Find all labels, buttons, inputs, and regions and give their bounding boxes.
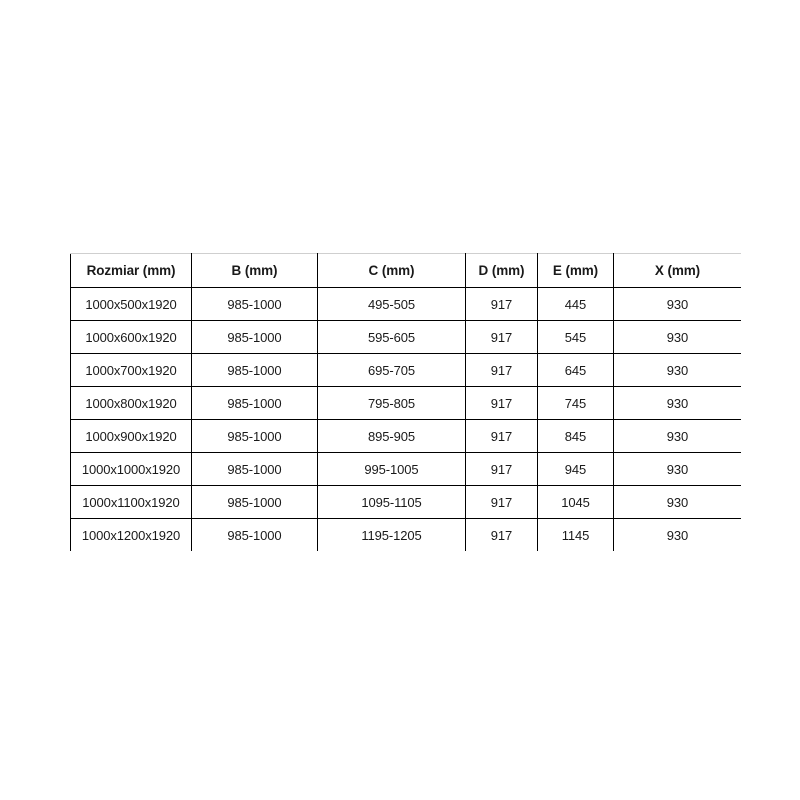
- cell-x: 930: [613, 287, 741, 321]
- cell-d: 917: [465, 518, 538, 551]
- cell-e: 645: [537, 353, 614, 387]
- table-row: 1000x800x1920 985-1000 795-805 917 745 930: [70, 386, 741, 420]
- cell-x: 930: [666, 527, 689, 543]
- cell-size: 1000x800x1920: [70, 386, 192, 420]
- cell-c: 495-505: [317, 287, 466, 321]
- cell-c: 695-705: [317, 353, 466, 387]
- cell-e: 1145: [537, 518, 614, 551]
- cell-e: 1045: [537, 485, 614, 519]
- column-header-e: E (mm): [537, 253, 614, 288]
- cell-d: 917: [465, 353, 538, 387]
- cell-b: 985-1000: [191, 518, 318, 551]
- cell-size: 1000x1200x1920: [70, 518, 192, 551]
- cell-c: 595-605: [317, 320, 466, 354]
- cell-size: 1000x500x1920: [70, 287, 192, 321]
- cell-b: 985-1000: [191, 320, 318, 354]
- cell-c: 995-1005: [317, 452, 466, 486]
- cell-x: 930: [613, 485, 741, 519]
- table-header-row: Rozmiar (mm) B (mm) C (mm) D (mm) E (mm)…: [70, 253, 741, 288]
- column-header-x: X (mm): [613, 253, 741, 288]
- cell-c: 1195-1205: [317, 518, 466, 551]
- cell-b: 985-1000: [191, 353, 318, 387]
- cell-b: 985-1000: [191, 419, 318, 453]
- cell-d: 917: [465, 485, 538, 519]
- cell-b: 985-1000: [191, 452, 318, 486]
- cell-x: 930: [613, 353, 741, 387]
- cell-d: 917: [465, 419, 538, 453]
- cell-c: 1095-1105: [317, 485, 466, 519]
- cell-size: 1000x1000x1920: [70, 452, 192, 486]
- dimensions-table: Rozmiar (mm) B (mm) C (mm) D (mm) E (mm)…: [70, 253, 741, 551]
- dimensions-table-container: Rozmiar (mm) B (mm) C (mm) D (mm) E (mm)…: [70, 253, 742, 551]
- cell-size: 1000x1100x1920: [70, 485, 192, 519]
- table-row: 1000x900x1920 985-1000 895-905 917 845 930: [70, 419, 741, 453]
- column-header-size: Rozmiar (mm): [70, 253, 192, 288]
- cell-c: 795-805: [317, 386, 466, 420]
- table-row: 1000x700x1920 985-1000 695-705 917 645 930: [70, 353, 741, 387]
- table-header: Rozmiar (mm) B (mm) C (mm) D (mm) E (mm)…: [70, 253, 741, 288]
- cell-e: 745: [537, 386, 614, 420]
- cell-e: 945: [537, 452, 614, 486]
- cell-b: 985-1000: [191, 287, 318, 321]
- cell-e: 845: [537, 419, 614, 453]
- cell-size: 1000x600x1920: [70, 320, 192, 354]
- cell-size: 1000x700x1920: [70, 353, 192, 387]
- table-row: 1000x1200x1920 985-1000 1195-1205 917 1145 93…: [70, 518, 742, 551]
- cell-c: 895-905: [317, 419, 466, 453]
- cell-d: 917: [465, 452, 538, 486]
- table-body: 1000x500x1920 985-1000 495-505 917 445 930 100…: [70, 287, 742, 551]
- cell-x: 930: [613, 386, 741, 420]
- cell-x: 930: [613, 320, 741, 354]
- column-header-c: C (mm): [317, 253, 466, 288]
- cell-e: 445: [537, 287, 614, 321]
- table-row: 1000x500x1920 985-1000 495-505 917 445 930: [70, 287, 741, 321]
- cell-d: 917: [465, 386, 538, 420]
- table-row: 1000x1100x1920 985-1000 1095-1105 917 1045 93…: [70, 485, 741, 519]
- cell-x: 930: [613, 452, 741, 486]
- cell-b: 985-1000: [191, 386, 318, 420]
- cell-e: 545: [537, 320, 614, 354]
- table-row: 1000x1000x1920 985-1000 995-1005 917 945 930: [70, 452, 741, 486]
- column-header-b: B (mm): [191, 253, 318, 288]
- cell-d: 917: [465, 320, 538, 354]
- cell-x: 930: [613, 419, 741, 453]
- cell-size: 1000x900x1920: [70, 419, 192, 453]
- table-row: 1000x600x1920 985-1000 595-605 917 545 930: [70, 320, 741, 354]
- cell-d: 917: [465, 287, 538, 321]
- column-header-d: D (mm): [465, 253, 538, 288]
- cell-b: 985-1000: [191, 485, 318, 519]
